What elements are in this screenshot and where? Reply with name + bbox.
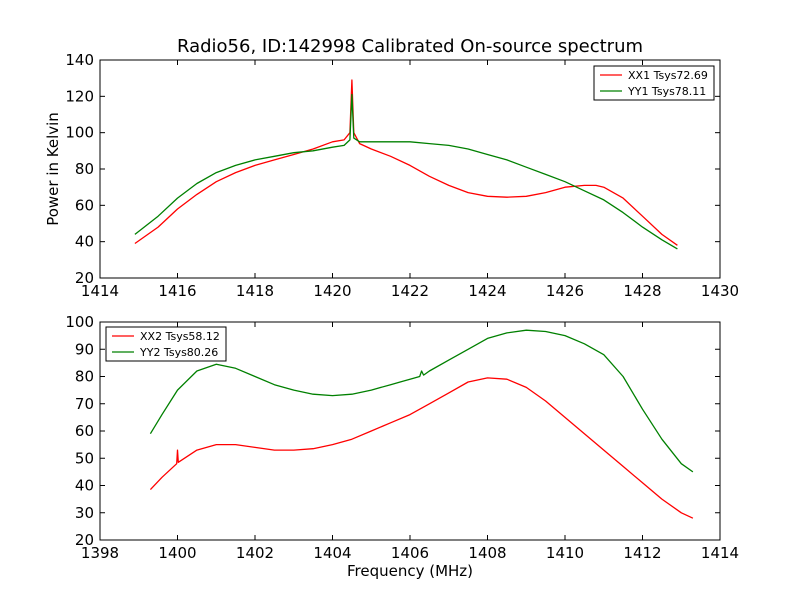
y-tick-label: 50 <box>75 449 94 467</box>
x-tick-label: 1430 <box>701 282 739 300</box>
x-tick-label: 1408 <box>468 544 506 562</box>
x-tick-label: 1412 <box>623 544 661 562</box>
y-tick-label: 120 <box>65 87 94 105</box>
legend-label-yy2: YY2 Tsys80.26 <box>139 346 218 359</box>
y-tick-label: 40 <box>75 233 94 251</box>
x-tick-label: 1406 <box>391 544 429 562</box>
legend-box <box>105 326 227 362</box>
legend-box <box>593 65 715 101</box>
legend-label-xx2: XX2 Tsys58.12 <box>140 330 220 343</box>
series-line-0 <box>149 377 694 519</box>
x-tick-label: 1414 <box>701 544 739 562</box>
legend-label-xx1: XX1 Tsys72.69 <box>628 69 708 82</box>
x-tick-label: 1424 <box>468 282 506 300</box>
x-tick-label: 1420 <box>313 282 351 300</box>
y-tick-label: 30 <box>75 504 94 522</box>
chart-title: Radio56, ID:142998 Calibrated On-source … <box>177 36 643 57</box>
y-tick-label: 70 <box>75 395 94 413</box>
legend-label-yy1: YY1 Tsys78.11 <box>627 85 706 98</box>
series-line-1 <box>134 93 678 250</box>
x-tick-label: 1422 <box>391 282 429 300</box>
x-tick-label: 1402 <box>236 544 274 562</box>
x-axis-label: Frequency (MHz) <box>347 562 473 580</box>
legend: XX2 Tsys58.12 YY2 Tsys80.26 <box>105 326 227 362</box>
y-tick-label: 80 <box>75 160 94 178</box>
series-layer <box>149 329 694 519</box>
x-tick-label: 1418 <box>236 282 274 300</box>
ticks-layer: 1414 1416 1418 1420 1422 1424 1426 1428 1430 20 40… <box>65 51 739 300</box>
series-line-0 <box>134 79 678 246</box>
y-tick-label: 90 <box>75 340 94 358</box>
y-tick-label: 20 <box>75 269 94 287</box>
x-tick-label: 1414 <box>81 282 119 300</box>
y-tick-label: 60 <box>75 196 94 214</box>
x-tick-label: 1400 <box>158 544 196 562</box>
y-tick-label: 60 <box>75 422 94 440</box>
legend: XX1 Tsys72.69 YY1 Tsys78.11 <box>593 65 715 101</box>
top-spectrum-chart: Radio56, ID:142998 Calibrated On-source … <box>44 36 739 300</box>
series-layer <box>134 79 678 250</box>
series-line-1 <box>149 329 694 473</box>
y-axis-label: Power in Kelvin <box>44 112 62 226</box>
y-tick-label: 40 <box>75 477 94 495</box>
x-tick-label: 1404 <box>313 544 351 562</box>
x-tick-label: 1426 <box>546 282 584 300</box>
x-tick-label: 1416 <box>158 282 196 300</box>
y-tick-label: 20 <box>75 531 94 549</box>
x-tick-label: 1410 <box>546 544 584 562</box>
x-tick-label: 1398 <box>81 544 119 562</box>
y-tick-label: 100 <box>65 124 94 142</box>
y-tick-label: 80 <box>75 368 94 386</box>
ticks-layer: 1398 1400 1402 1404 1406 1408 1410 1412 1414 20 30… <box>65 313 739 562</box>
y-tick-label: 100 <box>65 313 94 331</box>
x-tick-label: 1428 <box>623 282 661 300</box>
y-tick-label: 140 <box>65 51 94 69</box>
bottom-spectrum-chart: Frequency (MHz) 1398 1400 1402 1404 1406 1408… <box>65 313 739 580</box>
